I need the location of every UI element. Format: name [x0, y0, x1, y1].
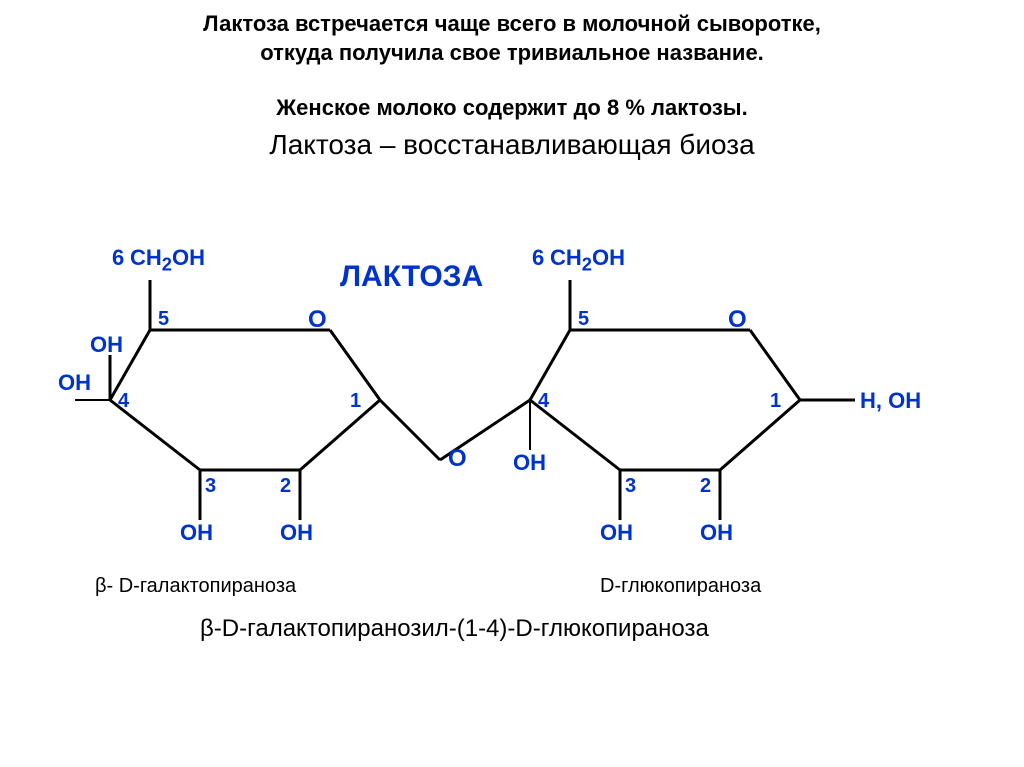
left-c5: 5	[158, 308, 169, 331]
right-c3: 3	[625, 475, 636, 498]
ch2oh-left: CH2OH	[130, 245, 205, 275]
title-line2: откуда получила свое тривиальное названи…	[0, 39, 1024, 68]
left-c3: 3	[205, 475, 216, 498]
left-o: O	[308, 306, 327, 334]
right-o: O	[728, 306, 747, 334]
right-anomeric: H, OH	[860, 388, 921, 414]
bridge-o: O	[448, 445, 467, 473]
title-line1: Лактоза встречается чаще всего в молочно…	[0, 10, 1024, 39]
left-c3-oh: OH	[180, 520, 213, 546]
six-label-right: 6	[532, 245, 544, 271]
six-label-left: 6	[112, 245, 124, 271]
header-block: Лактоза встречается чаще всего в молочно…	[0, 0, 1024, 161]
right-c1: 1	[770, 390, 781, 413]
right-c3-oh: OH	[600, 520, 633, 546]
left-c2: 2	[280, 475, 291, 498]
structure-svg	[70, 240, 950, 720]
right-c5: 5	[578, 308, 589, 331]
left-c1: 1	[350, 390, 361, 413]
ch2oh-right: CH2OH	[550, 245, 625, 275]
left-c4: 4	[118, 390, 129, 413]
left-c2-oh: OH	[280, 520, 313, 546]
right-c2-oh: OH	[700, 520, 733, 546]
right-c2: 2	[700, 475, 711, 498]
right-unit-label: D-глюкопираноза	[600, 575, 761, 598]
left-c4-oh2: OH	[90, 332, 123, 358]
title-line3: Женское молоко содержит до 8 % лактозы.	[0, 95, 1024, 121]
left-c4-oh: OH	[58, 370, 91, 396]
title-line4: Лактоза – восстанавливающая биоза	[0, 129, 1024, 161]
lactose-diagram: ЛАКТОЗА	[70, 240, 950, 720]
left-unit-label: β- D-галактопираноза	[95, 575, 296, 598]
right-c4: 4	[538, 390, 549, 413]
full-structural-name: β-D-галактопиранозил-(1-4)-D-глюкопирано…	[200, 615, 709, 643]
right-c4-oh: OH	[513, 450, 546, 476]
